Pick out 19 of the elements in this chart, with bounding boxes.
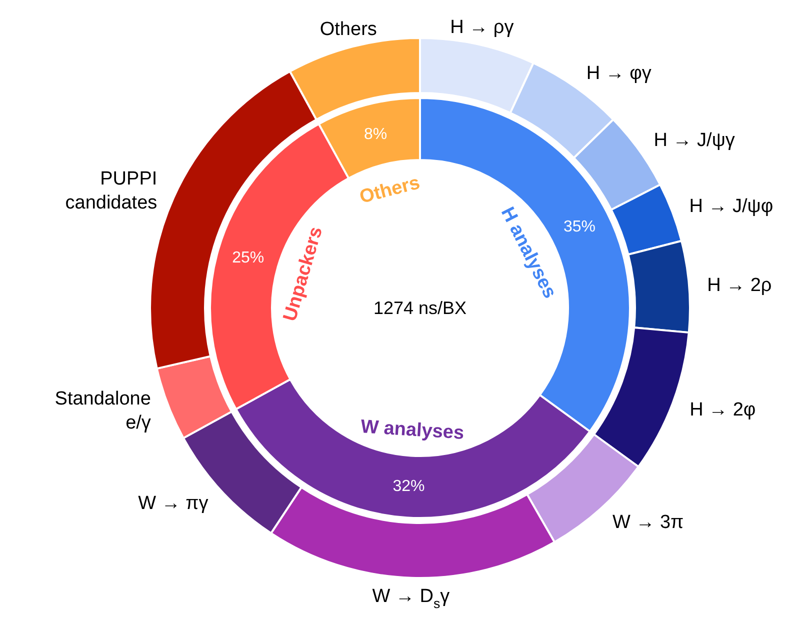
slice-label: W → D$_{s}$γ [372, 585, 450, 611]
text: 1274 ns/BX [373, 298, 467, 318]
slice-label: PUPPI candidates [65, 168, 158, 213]
slice-label: Others [357, 172, 422, 208]
slice-label: Others [320, 18, 377, 40]
slice-label: H → ργ [450, 16, 514, 38]
slice-label: Standalone e/γ [54, 388, 152, 434]
slice-label: H → φγ [586, 62, 652, 84]
slice-label: W analyses [360, 416, 465, 444]
data-label: 8% [364, 126, 388, 144]
slice-label: H → J/ψφ [689, 195, 774, 216]
slice-label: H → 2φ [690, 398, 756, 420]
slice-label: H → 2ρ [707, 274, 772, 296]
data-label: 25% [232, 250, 264, 267]
slice-label: W → 3π [612, 512, 684, 533]
data-label: 32% [392, 478, 425, 496]
data-label: 35% [563, 218, 596, 236]
slice-label: W → πγ [138, 492, 209, 514]
slice-label: H → J/ψγ [654, 129, 736, 150]
